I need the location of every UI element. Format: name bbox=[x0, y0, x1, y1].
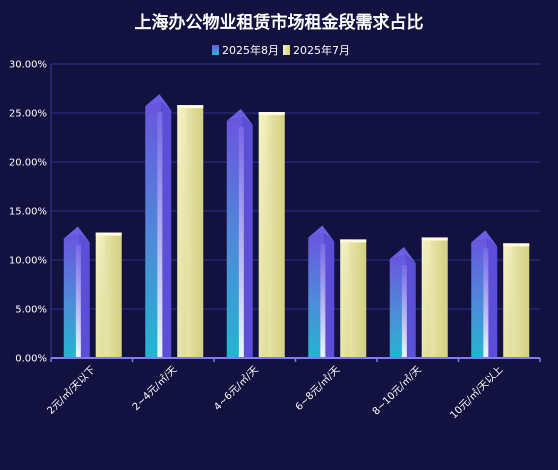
x-tick-label: 4~6元/㎡/天 bbox=[211, 364, 260, 413]
bar-highlight bbox=[177, 105, 187, 358]
bar-side bbox=[242, 116, 253, 358]
bar-side bbox=[79, 234, 90, 358]
y-tick-label: 5.00% bbox=[15, 305, 47, 316]
x-tick-label: 6~8元/㎡/天 bbox=[293, 364, 342, 413]
bar-face bbox=[308, 233, 325, 358]
bar-highlight bbox=[421, 237, 431, 358]
bar-face bbox=[226, 116, 243, 358]
x-tick-label: 10元/㎡/天以上 bbox=[448, 364, 506, 422]
bar-side bbox=[405, 255, 416, 358]
bar-series-2 bbox=[177, 105, 204, 358]
y-tick-label: 20.00% bbox=[9, 158, 47, 169]
bar-highlight bbox=[483, 248, 489, 358]
y-axis: 0.00% 5.00% 10.00% 15.00% 20.00% 25.00% 30.00% bbox=[9, 60, 52, 365]
gridlines bbox=[51, 63, 540, 359]
bar-highlight bbox=[503, 243, 513, 358]
bar-cap bbox=[503, 243, 530, 247]
bar-face bbox=[145, 102, 162, 358]
bar-side bbox=[324, 233, 335, 358]
bar-face bbox=[471, 238, 488, 358]
y-tick-label: 30.00% bbox=[9, 60, 47, 71]
bar-series-2 bbox=[340, 239, 367, 358]
y-tick-label: 25.00% bbox=[9, 109, 47, 120]
bar-highlight bbox=[320, 243, 326, 358]
bar-cap bbox=[421, 237, 448, 241]
x-tick-label: 2~4元/㎡/天 bbox=[130, 364, 179, 413]
bar-highlight bbox=[258, 112, 268, 359]
legend-item[interactable]: 2025年7月 bbox=[283, 43, 350, 57]
bar-series-1 bbox=[63, 226, 90, 358]
bar-face bbox=[63, 234, 80, 358]
bar-highlight bbox=[401, 265, 407, 358]
bar-face bbox=[389, 255, 406, 358]
bar-highlight bbox=[340, 239, 350, 358]
bar-highlight bbox=[238, 126, 244, 358]
legend-swatch bbox=[283, 45, 290, 55]
bar-side bbox=[487, 238, 498, 358]
y-tick-label: 15.00% bbox=[9, 207, 47, 218]
bar-series-2 bbox=[503, 243, 530, 358]
y-tick-label: 10.00% bbox=[9, 256, 47, 267]
bar-highlight bbox=[157, 112, 163, 358]
bar-series-1 bbox=[226, 108, 253, 358]
bar-cap bbox=[145, 94, 172, 111]
bar-series-2 bbox=[258, 112, 285, 359]
bar-series-1 bbox=[308, 225, 335, 358]
legend: 2025年8月 2025年7月 bbox=[212, 43, 350, 57]
legend-item[interactable]: 2025年8月 bbox=[212, 43, 279, 57]
bar-series-1 bbox=[471, 230, 498, 358]
bar-series-1 bbox=[145, 94, 172, 358]
bar-highlight bbox=[75, 244, 81, 358]
chart-title: 上海办公物业租赁市场租金段需求占比 bbox=[135, 12, 424, 33]
bar-series-1 bbox=[389, 247, 416, 358]
bar-cap bbox=[177, 105, 204, 109]
legend-label: 2025年8月 bbox=[222, 43, 279, 57]
bar-highlight bbox=[95, 232, 105, 358]
bar-cap bbox=[226, 108, 253, 125]
legend-label: 2025年7月 bbox=[293, 43, 350, 57]
y-tick-label: 0.00% bbox=[15, 354, 47, 365]
bar-cap bbox=[471, 230, 498, 247]
bar-series-2 bbox=[95, 232, 122, 358]
x-axis: 2元/㎡/天以下 2~4元/㎡/天 4~6元/㎡/天 6~8元/㎡/天 8~10元/㎡/… bbox=[45, 357, 541, 422]
bar-cap bbox=[63, 226, 90, 243]
bars bbox=[63, 94, 530, 359]
bar-cap bbox=[95, 232, 122, 236]
bar-cap bbox=[340, 239, 367, 243]
bar-cap bbox=[308, 225, 335, 242]
legend-swatch bbox=[212, 45, 219, 55]
bar-side bbox=[161, 102, 172, 358]
bar-cap bbox=[258, 112, 285, 116]
bar-cap bbox=[389, 247, 416, 264]
x-tick-label: 8~10元/㎡/天 bbox=[370, 364, 424, 418]
bar-series-2 bbox=[421, 237, 448, 358]
x-tick-label: 2元/㎡/天以下 bbox=[45, 364, 98, 417]
